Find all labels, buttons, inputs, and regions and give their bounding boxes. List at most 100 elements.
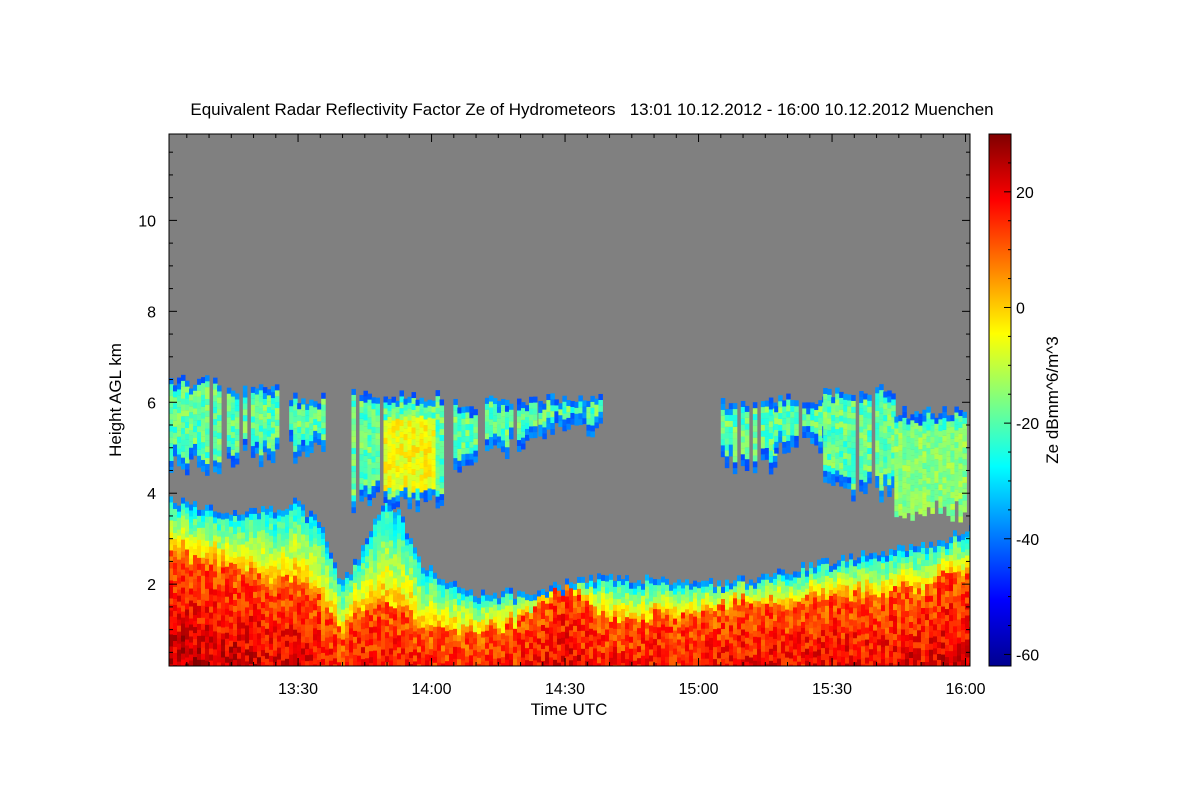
upper-echo-cell [794,406,799,413]
echo-cell [941,594,945,602]
upper-echo-cell [213,419,218,426]
echo-cell [293,545,297,553]
echo-cell [709,613,713,621]
echo-cell [325,643,329,651]
echo-cell [585,588,589,596]
echo-cell [385,500,389,507]
echo-cell [385,620,389,627]
echo-cell [417,604,421,611]
echo-cell [737,593,741,600]
upper-echo-cell [321,434,326,441]
echo-cell [173,653,177,660]
echo-cell [293,617,297,625]
upper-echo-cell [538,424,543,431]
echo-cell [493,592,497,600]
upper-echo-cell [201,412,206,419]
echo-cell [329,624,333,632]
echo-cell [381,541,385,549]
echo-cell [545,621,549,629]
echo-cell [581,618,585,626]
echo-cell [853,632,857,639]
echo-cell [273,524,277,532]
echo-cell [841,656,845,664]
echo-cell [325,631,329,639]
echo-cell [445,625,449,632]
echo-cell [177,505,181,513]
upper-echo-cell [415,423,421,430]
upper-echo-cell [435,490,441,497]
echo-cell [173,623,177,630]
echo-cell [693,640,697,648]
echo-cell [541,594,545,602]
upper-echo-cell [778,430,783,437]
echo-cell [221,531,225,538]
echo-cell [917,606,921,613]
upper-echo-cell [301,398,306,405]
upper-echo-cell [500,434,506,441]
echo-cell [297,608,301,616]
upper-echo-cell [189,394,194,401]
echo-cell [949,603,953,610]
echo-cell [189,546,193,554]
upper-echo-cell [371,480,376,487]
echo-cell [185,519,189,527]
echo-cell [353,630,357,638]
echo-cell [385,572,389,579]
echo-cell [881,623,885,630]
echo-cell [493,664,497,666]
echo-cell [477,633,481,641]
upper-echo-cell [550,399,555,406]
echo-cell [301,660,305,666]
echo-cell [249,597,253,605]
echo-cell [225,524,229,532]
echo-cell [877,597,881,604]
echo-cell [237,562,241,570]
echo-cell [865,657,869,665]
echo-cell [921,614,925,621]
echo-cell [925,656,929,663]
echo-cell [173,503,177,510]
echo-cell [385,506,389,513]
echo-cell [805,642,809,650]
echo-cell [185,621,189,629]
echo-cell [365,610,369,617]
upper-echo-cell [367,452,372,459]
upper-echo-cell [371,450,376,457]
echo-cell [393,638,397,645]
echo-cell [637,646,641,653]
echo-cell [225,548,229,556]
echo-cell [953,632,957,639]
echo-cell [201,593,205,601]
echo-cell [901,569,905,576]
echo-cell [625,599,629,606]
upper-echo-cell [313,407,318,414]
echo-cell [965,645,969,653]
echo-cell [865,597,869,605]
echo-cell [809,640,813,647]
echo-cell [613,580,617,588]
echo-cell [705,640,709,648]
echo-cell [629,630,633,638]
echo-cell [217,524,221,532]
echo-cell [773,650,777,658]
upper-echo-cell [242,438,248,445]
upper-echo-cell [395,454,401,461]
echo-cell [297,548,301,556]
upper-echo-cell [516,428,522,435]
echo-cell [805,624,809,632]
echo-cell [861,562,865,569]
echo-cell [377,544,381,552]
echo-cell [329,618,333,626]
echo-cell [549,639,553,646]
echo-cell [509,611,513,619]
echo-cell [189,648,193,656]
echo-cell [273,632,277,640]
upper-echo-cell [740,406,746,413]
echo-cell [481,661,485,666]
echo-cell [801,639,805,647]
echo-cell [369,543,373,550]
echo-cell [173,527,177,534]
upper-echo-cell [500,446,506,453]
upper-echo-cell [193,384,198,391]
echo-cell [445,661,449,666]
